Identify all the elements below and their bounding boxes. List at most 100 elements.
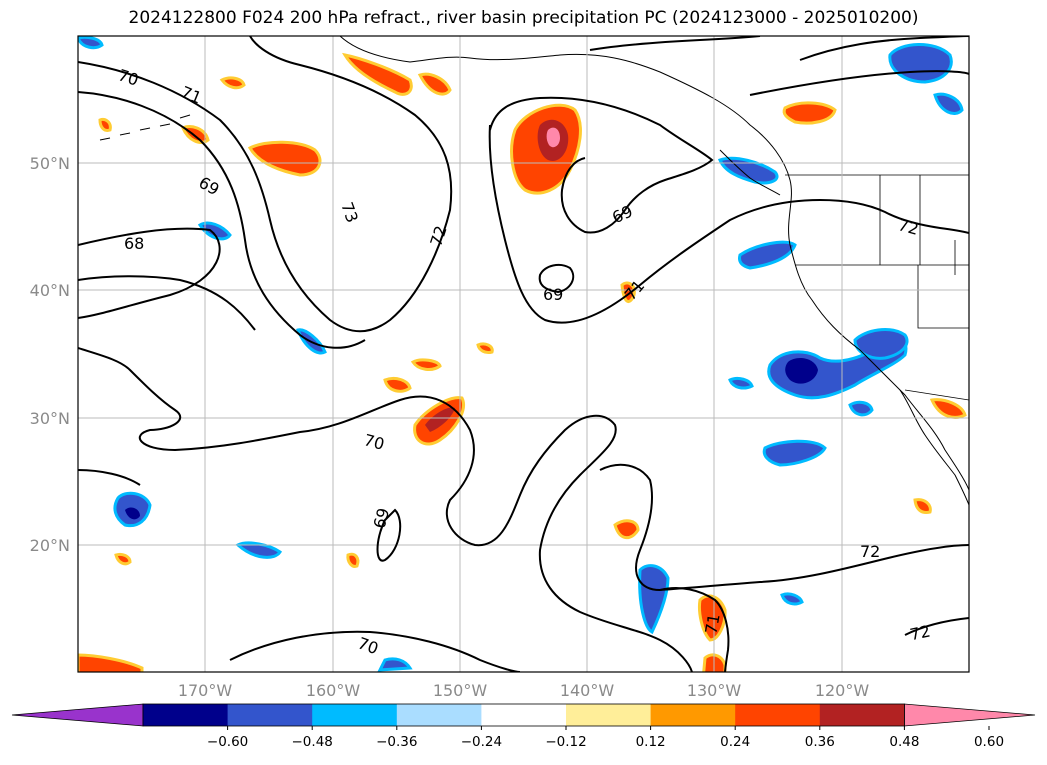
colorbar-segment bbox=[312, 704, 398, 726]
contour-label: 70 bbox=[362, 430, 387, 454]
colorbar-segment bbox=[819, 704, 905, 726]
precip-negative-patch bbox=[377, 657, 413, 672]
lat-tick-label: 50°N bbox=[30, 154, 70, 173]
lon-tick-label: 150°W bbox=[433, 681, 488, 700]
precip-positive-patch bbox=[782, 101, 837, 125]
colorbar-segment bbox=[566, 704, 652, 726]
contour-label: 68 bbox=[124, 234, 144, 253]
colorbar-extend-low bbox=[11, 703, 144, 727]
colorbar-segment bbox=[735, 704, 821, 726]
colorbar-segment bbox=[650, 704, 736, 726]
contour-label: 70 bbox=[355, 633, 381, 658]
map-area: 70 71 69 73 72 68 69 69 71 72 70 69 72 7… bbox=[78, 36, 969, 672]
lon-tick-label: 140°W bbox=[560, 681, 615, 700]
colorbar-segment bbox=[481, 704, 567, 726]
precip-positive-patch bbox=[929, 398, 967, 419]
precip-negative-patch bbox=[78, 36, 104, 50]
colorbar-tick-label: −0.24 bbox=[461, 734, 502, 750]
contour-line bbox=[589, 36, 761, 51]
precip-negative-patch bbox=[197, 221, 232, 241]
precip-negative-patch bbox=[762, 439, 827, 467]
precip-negative-patch bbox=[638, 564, 670, 635]
colorbar: −0.60 −0.48 −0.36 −0.24 −0.12 0.12 0.24 0.36 0.4… bbox=[11, 703, 1036, 750]
map-title: 2024122800 F024 200 hPa refract., river … bbox=[128, 8, 919, 28]
contour-line bbox=[229, 630, 521, 672]
precip-positive-patch bbox=[78, 653, 144, 672]
contour-label: 69 bbox=[543, 285, 563, 304]
precip-negative-patch bbox=[235, 541, 283, 559]
gridlines bbox=[78, 36, 969, 672]
precip-negative-patch bbox=[853, 328, 909, 360]
colorbar-tick-label: 0.60 bbox=[974, 734, 1004, 750]
lon-tick-label: 160°W bbox=[306, 681, 361, 700]
precip-negative-patch bbox=[933, 92, 964, 115]
precip-negative-core bbox=[785, 358, 818, 384]
contour-line bbox=[78, 275, 256, 331]
precip-negative-patch bbox=[780, 592, 804, 606]
precip-positive-patch bbox=[476, 342, 494, 354]
precip-positive-patch bbox=[114, 552, 132, 566]
precip-positive-patch bbox=[410, 358, 442, 371]
contour-label: 73 bbox=[337, 200, 362, 226]
precip-negative-patch bbox=[728, 376, 754, 390]
colorbar-tick-label: 0.24 bbox=[720, 734, 750, 750]
coastlines bbox=[99, 36, 969, 506]
contour-line bbox=[538, 263, 575, 294]
precip-shading bbox=[78, 36, 967, 672]
colorbar-tick-label: −0.12 bbox=[545, 734, 586, 750]
bc-coast bbox=[719, 149, 781, 196]
contour-line bbox=[376, 508, 402, 562]
colorbar-tick-label: 0.48 bbox=[889, 734, 919, 750]
contour-label: 69 bbox=[195, 173, 222, 200]
contour-label: 72 bbox=[896, 215, 921, 239]
contour-line bbox=[78, 227, 221, 319]
lat-tick-label: 40°N bbox=[30, 281, 70, 300]
political-borders bbox=[785, 174, 969, 401]
precip-positive-patch bbox=[342, 52, 413, 96]
contour-line bbox=[488, 124, 969, 324]
precip-positive-patch bbox=[417, 72, 452, 96]
precip-positive-patch bbox=[219, 76, 246, 90]
colorbar-tick-label: −0.60 bbox=[207, 734, 248, 750]
precip-positive-patch bbox=[98, 118, 112, 132]
precip-positive-patch bbox=[383, 376, 412, 393]
lon-axis: 170°W 160°W 150°W 140°W 130°W 120°W bbox=[178, 681, 870, 700]
contour-line bbox=[904, 617, 969, 636]
contour-line bbox=[78, 91, 366, 349]
precip-positive-patch bbox=[613, 519, 640, 540]
colorbar-segment bbox=[396, 704, 482, 726]
contour-line bbox=[659, 587, 730, 672]
state-border bbox=[795, 175, 969, 329]
lat-tick-label: 30°N bbox=[30, 409, 70, 428]
contour-line bbox=[78, 469, 141, 486]
colorbar-tick-label: 0.12 bbox=[636, 734, 666, 750]
contour-line bbox=[78, 347, 693, 672]
baja-coast bbox=[899, 389, 969, 506]
contour-label: 71 bbox=[701, 612, 723, 635]
contour-label: 69 bbox=[370, 506, 394, 531]
lat-axis: 50°N 40°N 30°N 20°N bbox=[30, 154, 70, 555]
aleutian-chain bbox=[99, 114, 191, 141]
colorbar-extend-high bbox=[904, 703, 1036, 727]
contour-line bbox=[78, 36, 453, 333]
lon-tick-label: 120°W bbox=[815, 681, 870, 700]
contour-label: 71 bbox=[178, 82, 204, 107]
lat-tick-label: 20°N bbox=[30, 536, 70, 555]
lon-tick-label: 130°W bbox=[687, 681, 742, 700]
precip-positive-patch bbox=[346, 552, 360, 568]
colorbar-segment bbox=[227, 704, 313, 726]
precip-negative-patch bbox=[738, 240, 797, 270]
precip-negative-patch bbox=[888, 43, 953, 84]
precip-negative-patch bbox=[848, 400, 874, 417]
contour-label: 72 bbox=[860, 542, 880, 561]
colorbar-segment bbox=[143, 704, 229, 726]
colorbar-tick-label: 0.36 bbox=[805, 734, 835, 750]
precip-negative-patch bbox=[717, 156, 779, 185]
contour-label: 72 bbox=[908, 621, 932, 644]
colorbar-tick-label: −0.36 bbox=[376, 734, 417, 750]
map-frame bbox=[77, 35, 970, 673]
contour-line bbox=[489, 96, 714, 234]
contour-line bbox=[749, 70, 969, 96]
refractivity-contours bbox=[78, 36, 969, 672]
